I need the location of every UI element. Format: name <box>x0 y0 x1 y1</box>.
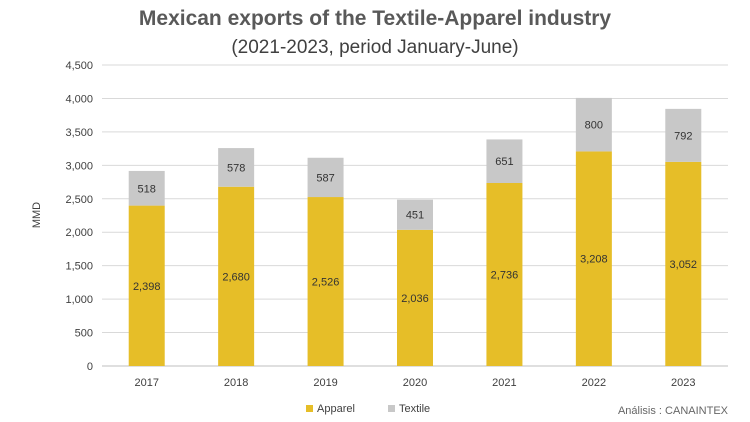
bar-apparel-2020 <box>397 229 433 366</box>
bar-apparel-2017 <box>128 205 165 366</box>
bar-textile-2022 <box>575 97 612 152</box>
y-tick-label: 2,500 <box>65 194 93 206</box>
data-label: 2,036 <box>401 293 429 305</box>
data-label: 2,398 <box>133 281 161 293</box>
data-label: 651 <box>495 156 513 168</box>
x-tick-label: 2018 <box>224 377 248 389</box>
data-label: 518 <box>138 183 156 195</box>
data-label: 2,526 <box>312 277 340 289</box>
chart-subtitle: (2021-2023, period January-June) <box>231 37 518 58</box>
data-label: 800 <box>585 120 603 132</box>
x-tick-label: 2020 <box>403 377 427 389</box>
legend: Apparel Textile <box>306 403 430 415</box>
x-tick-label: 2021 <box>492 377 516 389</box>
data-label: 587 <box>316 172 334 184</box>
bar-textile-2018 <box>218 148 255 187</box>
data-label: 578 <box>227 162 245 174</box>
bar-textile-2021 <box>486 139 523 183</box>
x-tick-label: 2017 <box>134 377 158 389</box>
bar-apparel-2019 <box>307 197 344 366</box>
bar-textile-2017 <box>128 170 165 206</box>
legend-swatch-apparel <box>306 405 313 412</box>
data-label: 2,736 <box>491 269 519 281</box>
x-tick-label: 2023 <box>671 377 695 389</box>
source-note: Análisis : CANAINTEX <box>618 405 729 417</box>
legend-label: Apparel <box>317 403 355 415</box>
bar-textile-2019 <box>307 157 344 198</box>
y-tick-label: 4,000 <box>65 93 93 105</box>
bar-apparel-2018 <box>218 186 255 366</box>
chart-title: Mexican exports of the Textile-Apparel i… <box>139 7 612 30</box>
y-tick-label: 4,500 <box>65 60 93 72</box>
data-label: 3,052 <box>670 259 698 271</box>
data-label: 3,208 <box>580 254 608 266</box>
y-axis-ticks: 0 500 1,000 1,500 2,000 2,500 3,000 3,500 4,000 4… <box>65 60 93 373</box>
data-label: 792 <box>674 130 692 142</box>
bar-textile-2020 <box>397 199 433 230</box>
x-axis-ticks: 2017 2018 2019 2020 2021 2022 2023 <box>134 377 695 389</box>
bars: 2,398 518 2,680 578 2,526 587 2,036 451 2,736 651… <box>128 97 702 366</box>
y-tick-label: 0 <box>87 361 93 373</box>
x-tick-label: 2019 <box>313 377 337 389</box>
y-tick-label: 1,000 <box>65 294 93 306</box>
bar-textile-2023 <box>665 108 702 162</box>
y-axis-label: MMD <box>31 202 43 228</box>
data-label: 451 <box>406 210 424 222</box>
y-tick-label: 3,500 <box>65 127 93 139</box>
y-tick-label: 2,000 <box>65 227 93 239</box>
y-tick-label: 1,500 <box>65 261 93 273</box>
y-tick-label: 500 <box>75 328 93 340</box>
bar-apparel-2022 <box>575 151 612 366</box>
data-label: 2,680 <box>222 271 250 283</box>
bar-apparel-2021 <box>486 182 523 366</box>
legend-label: Textile <box>399 403 430 415</box>
bar-apparel-2023 <box>665 161 702 366</box>
y-tick-label: 3,000 <box>65 160 93 172</box>
x-tick-label: 2022 <box>582 377 606 389</box>
legend-swatch-textile <box>388 405 395 412</box>
